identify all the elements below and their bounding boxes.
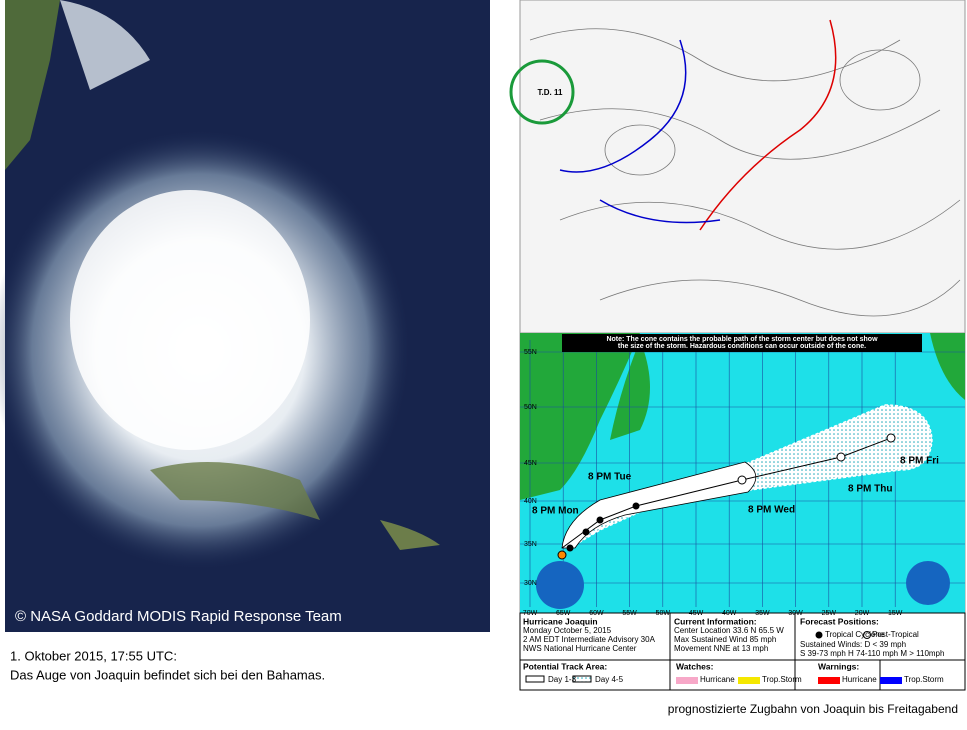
cone-note: the size of the storm. Hazardous conditi… (618, 343, 866, 350)
legend-text: NWS National Hurricane Center (523, 644, 637, 653)
longitude-label: 70W (523, 610, 538, 617)
legend-text: Post-Tropical (872, 630, 919, 639)
track-map (519, 332, 966, 691)
longitude-label: 45W (689, 610, 704, 617)
legend-text: Potential Track Area: (523, 661, 607, 671)
legend-text: Warnings: (818, 661, 859, 671)
satellite-image: © NASA Goddard MODIS Rapid Response Team (0, 0, 490, 632)
latitude-label: 35N (524, 541, 537, 548)
legend-text: Center Location 33.6 N 65.5 W (674, 626, 784, 635)
legend-text: Trop.Storm (904, 675, 944, 684)
legend-text: Watches: (676, 661, 714, 671)
caption-line: Das Auge von Joaquin befindet sich bei d… (10, 667, 325, 682)
legend-text: Current Information: (674, 616, 757, 626)
cone-note: Note: The cone contains the probable pat… (606, 336, 878, 343)
longitude-label: 55W (622, 610, 637, 617)
latitude-label: 55N (524, 349, 537, 356)
legend-text: S 39-73 mph H 74-110 mph M > 110mph (800, 649, 944, 658)
legend-text: 2 AM EDT Intermediate Advisory 30A (523, 635, 656, 644)
depression-label: T.D. 11 (538, 88, 563, 97)
forecast-label: 8 PM Fri (900, 456, 939, 467)
legend-text: Hurricane (842, 675, 877, 684)
longitude-label: 35W (755, 610, 770, 617)
caption-line: 1. Oktober 2015, 17:55 UTC: (10, 648, 177, 663)
credit: © NASA Goddard MODIS Rapid Response Team (15, 608, 342, 625)
legend-text: Movement NNE at 13 mph (674, 644, 768, 653)
legend-text: Monday October 5, 2015 (523, 626, 612, 635)
latitude-label: 40N (524, 498, 537, 505)
longitude-label: 20W (855, 610, 870, 617)
latitude-label: 50N (524, 404, 537, 411)
legend-text: Sustained Winds: D < 39 mph (800, 640, 906, 649)
legend-text: Max Sustained Wind 85 mph (674, 635, 776, 644)
track-caption: prognostizierte Zugbahn von Joaquin bis … (668, 702, 958, 716)
longitude-label: 25W (822, 610, 837, 617)
forecast-label: 8 PM Thu (848, 484, 892, 495)
longitude-label: 40W (722, 610, 737, 617)
latitude-label: 45N (524, 460, 537, 467)
legend-text: Day 1-3 (548, 675, 577, 684)
longitude-label: 15W (888, 610, 903, 617)
legend-text: Trop.Storm (762, 675, 802, 684)
longitude-label: 60W (589, 610, 604, 617)
longitude-label: 50W (656, 610, 671, 617)
forecast-label: 8 PM Tue (588, 472, 632, 483)
weather-map: T.D. 11 (509, 0, 966, 334)
forecast-label: 8 PM Mon (532, 506, 579, 517)
forecast-label: 8 PM Wed (748, 505, 795, 516)
legend-text: Hurricane Joaquin (523, 616, 598, 626)
legend-text: Hurricane (700, 675, 735, 684)
legend-text: Day 4-5 (595, 675, 624, 684)
legend-text: Forecast Positions: (800, 616, 879, 626)
latitude-label: 30N (524, 580, 537, 587)
legend-text: Tropical Cyclone (825, 630, 885, 639)
longitude-label: 30W (788, 610, 803, 617)
longitude-label: 65W (556, 610, 571, 617)
